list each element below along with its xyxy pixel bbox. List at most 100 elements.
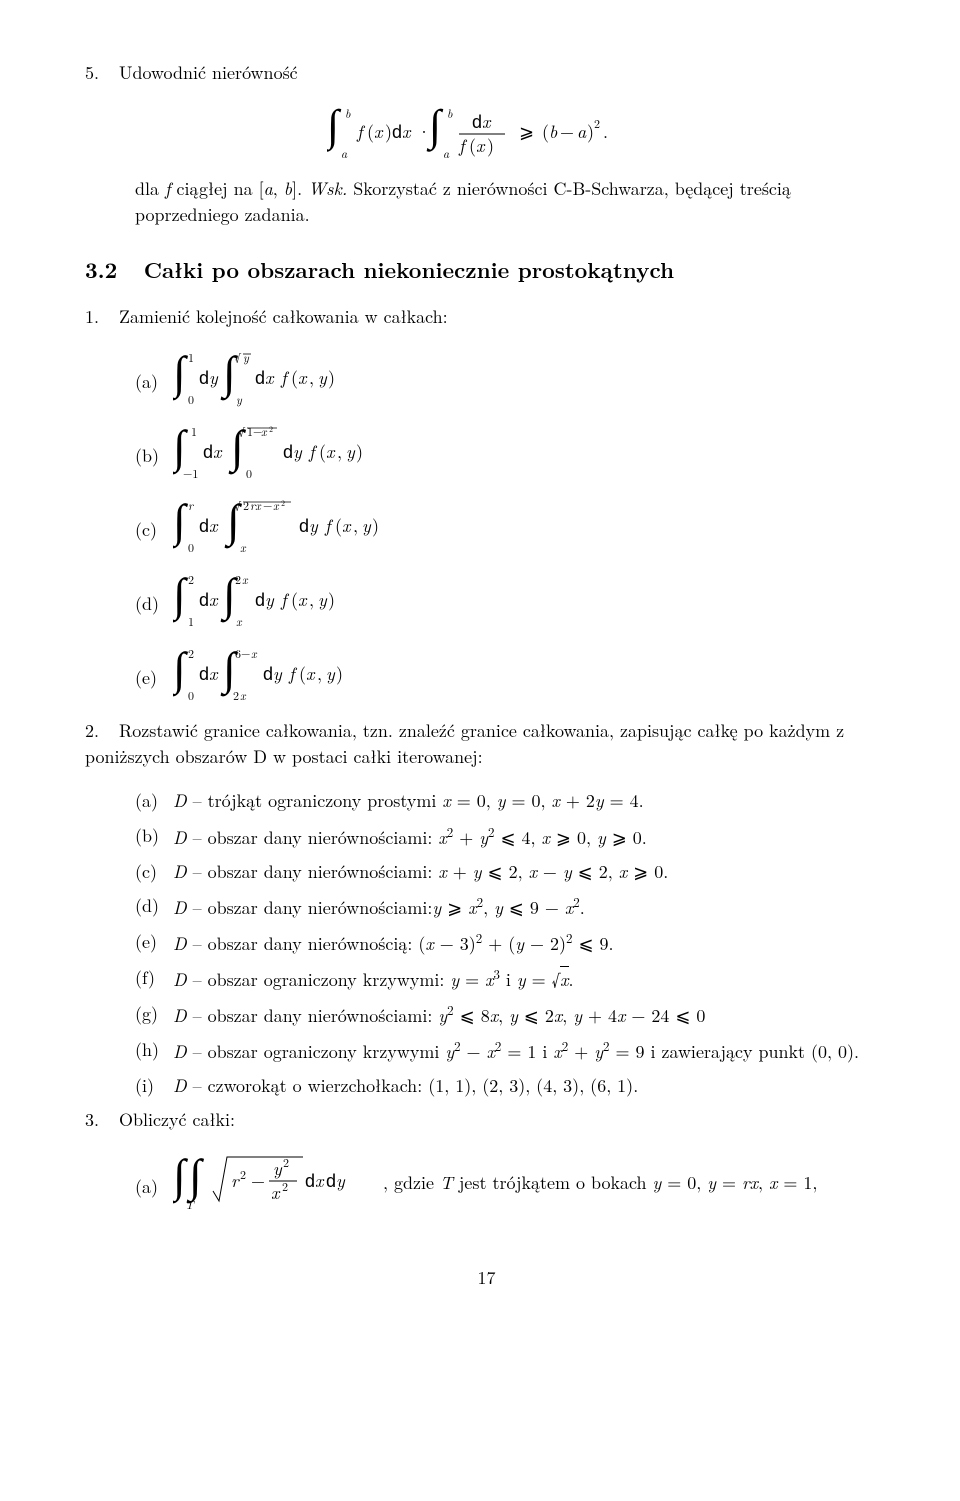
svg-text:.: . — [603, 119, 608, 144]
svg-text:6−: 6− — [235, 645, 250, 662]
problem-1-item-e: (e) ∫ 0 2 d x ∫ 2 x 6− x d y f ( x , y ) — [135, 644, 888, 704]
svg-text:(: ( — [291, 587, 298, 612]
svg-text:f: f — [324, 513, 334, 538]
problem-2-items: (a) D – trójkąt ograniczony prostymi x =… — [85, 788, 888, 1099]
svg-text:y: y — [243, 349, 250, 366]
item-text: D – obszar dany nierównościami: y2 ⩽ 8x,… — [173, 1001, 705, 1029]
problem-2-item-e: (e) D – obszar dany nierównością: (x − 3… — [135, 929, 888, 957]
problem-1-item-d: (d) ∫ 1 2 d x ∫ x 2 x d y f ( x , y ) — [135, 570, 888, 630]
section-3-2-num: 3.2 — [85, 254, 117, 286]
svg-text:a: a — [577, 119, 587, 144]
problem-1-item-c: (c) ∫ 0 r d x ∫ x √ 2 rx − x 2 d y f ( x… — [135, 496, 888, 556]
svg-text:∫: ∫ — [173, 644, 188, 697]
svg-text:y: y — [273, 661, 283, 686]
problem-2-item-c: (c) D – obszar dany nierównościami: x + … — [135, 859, 888, 885]
svg-text:1: 1 — [191, 423, 197, 440]
item-label: (a) — [135, 361, 173, 395]
item-label: (e) — [135, 657, 173, 691]
svg-text:(: ( — [319, 439, 326, 464]
section-3-2-heading: 3.2 Całki po obszarach niekoniecznie pro… — [85, 254, 888, 286]
problem-5-num: 5. — [85, 60, 113, 86]
svg-text:x: x — [402, 119, 412, 144]
problem-1-item-b: (b) ∫ −1 1 d x ∫ 0 √ 1− x 2 d y f ( x , … — [135, 422, 888, 482]
svg-text:−: − — [251, 1168, 265, 1193]
svg-text:2: 2 — [281, 498, 285, 509]
svg-text:∫: ∫ — [173, 496, 188, 549]
svg-text:x: x — [315, 1168, 325, 1193]
svg-text:(: ( — [367, 119, 374, 144]
problem-3-item-a: (a) ∫ ∫ T r 2 − y 2 x 2 d x d y , gdzie … — [135, 1151, 888, 1215]
svg-text:(: ( — [299, 661, 306, 686]
svg-text:x: x — [209, 661, 219, 686]
svg-text:2: 2 — [243, 497, 249, 514]
svg-text:f: f — [356, 119, 366, 144]
svg-text:x: x — [242, 571, 249, 588]
item-label: (c) — [135, 509, 173, 543]
svg-text:b: b — [549, 119, 558, 144]
svg-text:d: d — [326, 1171, 336, 1191]
problem-2-item-h: (h) D – obszar ograniczony krzywymi y2 −… — [135, 1037, 888, 1065]
svg-text:2: 2 — [594, 115, 600, 132]
svg-text:): ) — [328, 365, 335, 390]
svg-text:2: 2 — [269, 424, 273, 435]
svg-text:x: x — [213, 439, 223, 464]
svg-text:2: 2 — [235, 571, 241, 588]
problem-3-items: (a) ∫ ∫ T r 2 − y 2 x 2 d x d y , gdzie … — [85, 1151, 888, 1215]
svg-text:x: x — [240, 687, 247, 704]
item-label: (c) — [135, 859, 173, 885]
svg-text:1: 1 — [188, 613, 194, 630]
svg-text:d: d — [203, 442, 213, 462]
svg-text:f: f — [308, 439, 318, 464]
item-label: (d) — [135, 583, 173, 617]
problem-5-note: dla f ciągłej na [a, b]. Wsk. Skorzystać… — [85, 176, 888, 228]
svg-text:d: d — [472, 112, 482, 132]
item-label: (i) — [135, 1073, 173, 1099]
problem-2-item-g: (g) D – obszar dany nierównościami: y2 ⩽… — [135, 1001, 888, 1029]
problem-1-num: 1. — [85, 304, 113, 330]
item-label: (e) — [135, 929, 173, 957]
svg-text:y: y — [346, 439, 356, 464]
svg-text:d: d — [199, 590, 209, 610]
svg-text:2: 2 — [282, 1178, 288, 1195]
svg-text:x: x — [265, 365, 275, 390]
svg-text:0: 0 — [188, 391, 194, 408]
svg-text:−: − — [560, 119, 574, 144]
item-label: (g) — [135, 1001, 173, 1029]
svg-text:0: 0 — [188, 539, 194, 556]
problem-3: 3. Obliczyć całki: — [85, 1107, 888, 1133]
item-text: D – obszar ograniczony krzywymi: y = x3 … — [173, 965, 574, 993]
svg-text:x: x — [209, 587, 219, 612]
svg-text:): ) — [328, 587, 335, 612]
svg-text:y: y — [209, 365, 219, 390]
svg-text:x: x — [271, 1180, 281, 1205]
svg-text:a: a — [443, 145, 450, 162]
svg-text:rx: rx — [250, 497, 262, 514]
problem-2-item-f: (f) D – obszar ograniczony krzywymi: y =… — [135, 965, 888, 993]
svg-text:T: T — [185, 1196, 195, 1213]
item-text: D – obszar dany nierównościami: x + y ⩽ … — [173, 859, 668, 885]
problem-2-item-d: (d) D – obszar dany nierównościami:y ⩾ x… — [135, 893, 888, 921]
svg-text:x: x — [326, 439, 336, 464]
item-text: D – czworokąt o wierzchołkach: (1, 1), (… — [173, 1073, 638, 1099]
svg-text:x: x — [261, 423, 268, 440]
svg-text:y: y — [236, 391, 243, 408]
svg-text:d: d — [255, 368, 265, 388]
problem-2: 2. Rozstawić granice całkowania, tzn. zn… — [85, 718, 888, 770]
svg-text:−: − — [263, 497, 272, 514]
svg-text:x: x — [306, 661, 316, 686]
svg-text:): ) — [356, 439, 363, 464]
svg-text:y: y — [336, 1168, 346, 1193]
problem-2-item-a: (a) D – trójkąt ograniczony prostymi x =… — [135, 788, 888, 814]
svg-text:−1: −1 — [183, 465, 198, 482]
item-text: D – obszar ograniczony krzywymi y2 − x2 … — [173, 1037, 859, 1065]
svg-text:x: x — [298, 365, 308, 390]
problem-2-num: 2. — [85, 718, 113, 744]
svg-text:2: 2 — [188, 571, 194, 588]
svg-text:d: d — [199, 516, 209, 536]
svg-text:,: , — [309, 587, 314, 612]
svg-text:x: x — [236, 613, 243, 630]
svg-text:x: x — [476, 133, 486, 158]
svg-text:r: r — [231, 1168, 240, 1193]
item-label: (h) — [135, 1037, 173, 1065]
svg-text:√: √ — [239, 423, 246, 440]
